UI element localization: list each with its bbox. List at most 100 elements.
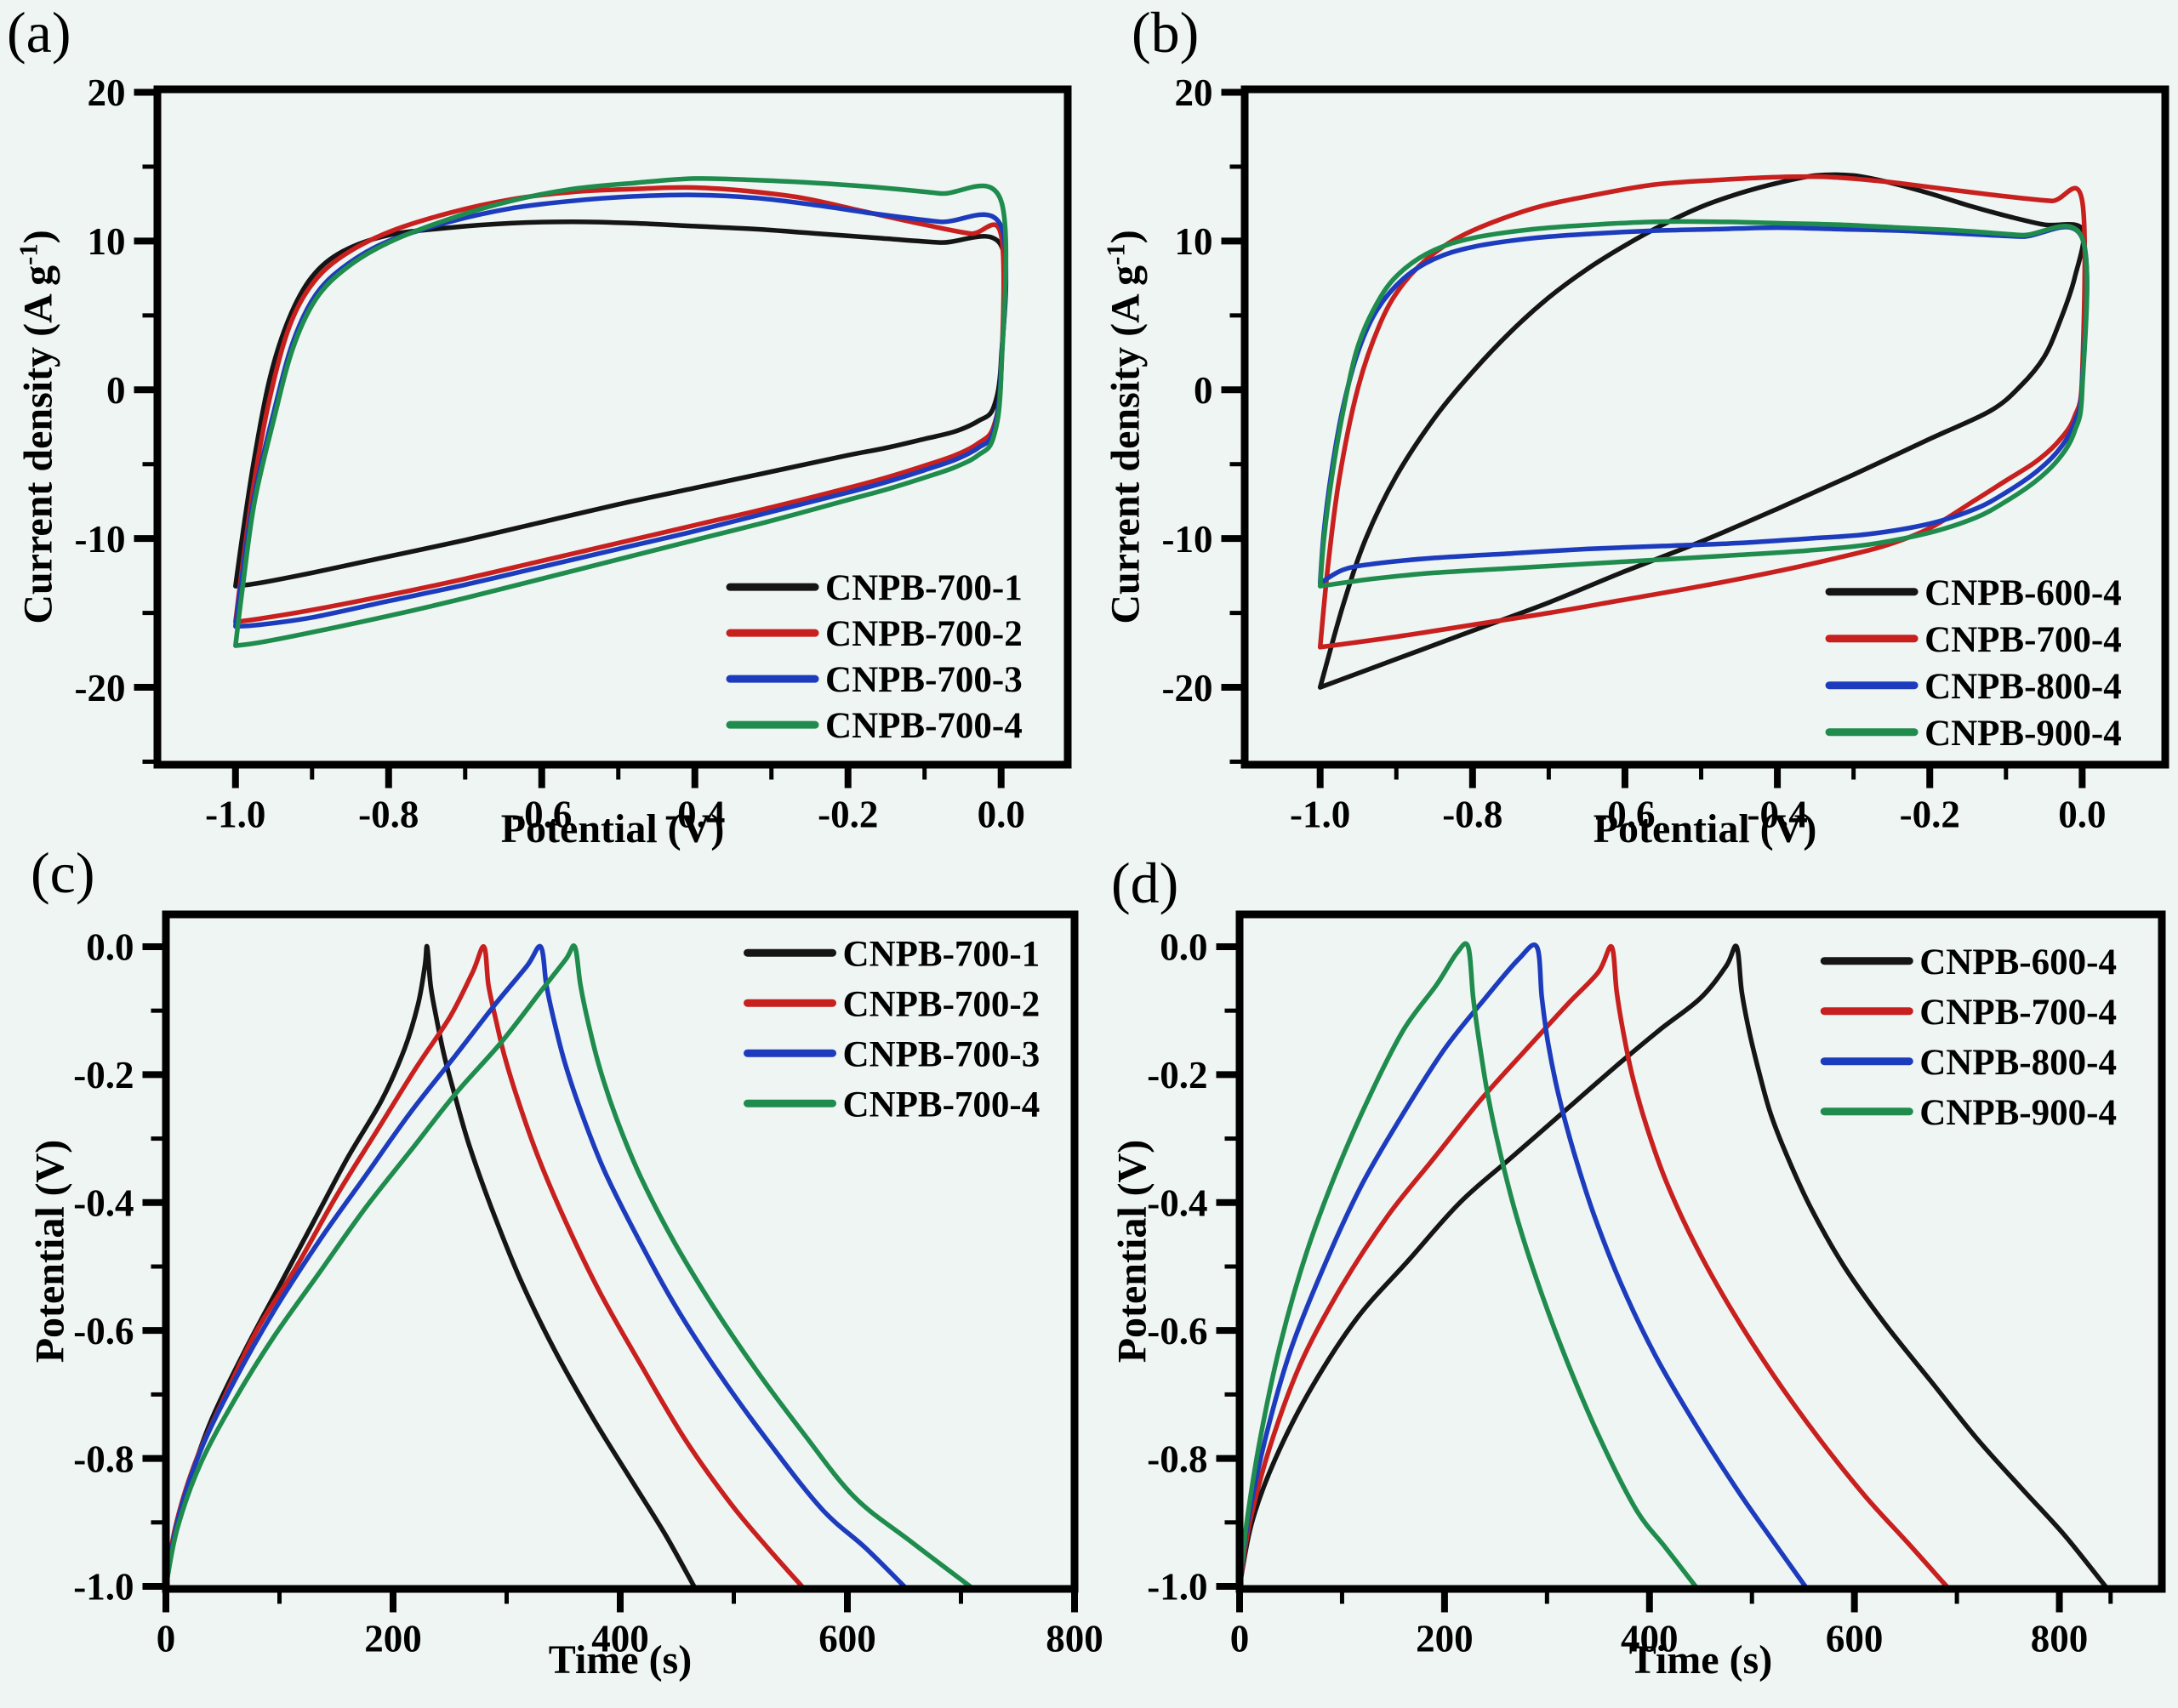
x-tick-label: 200 <box>1416 1618 1474 1660</box>
x-tick-label: -0.2 <box>1900 794 1960 836</box>
y-tick-label: -10 <box>1162 518 1213 561</box>
axis-frame-d <box>1235 910 2166 1593</box>
legend-label-CNPB-700-4: CNPB-700-4 <box>1924 620 2122 660</box>
panel-d-xlabel: Time (s) <box>1628 1637 1773 1682</box>
x-tick-label: 800 <box>2031 1618 2089 1660</box>
y-tick-label: 20 <box>1175 71 1213 114</box>
series-CNPB-700-4 <box>233 176 1009 648</box>
x-tick-label: 0.0 <box>2058 794 2106 836</box>
y-tick-label: 10 <box>88 220 126 263</box>
series-CNPB-900-4 <box>1241 941 1698 1587</box>
x-tick-label: 800 <box>1046 1618 1103 1660</box>
axis-frame-b <box>1240 85 2169 769</box>
y-tick-label: 0.0 <box>1160 926 1207 969</box>
legend-c: CNPB-700-1 CNPB-700-2 CNPB-700-3 CNPB-700-4 <box>744 934 1041 1124</box>
x-tick-label: -1.0 <box>205 794 265 836</box>
series-CNPB-600-4 <box>1241 943 2108 1587</box>
legend-label-CNPB-600-4: CNPB-600-4 <box>1924 573 2122 613</box>
x-tick-label: 400 <box>591 1618 649 1660</box>
legend-label-CNPB-700-4: CNPB-700-4 <box>825 706 1023 746</box>
x-tick-label: -0.8 <box>358 794 419 836</box>
series-CNPB-800-4 <box>1241 942 1808 1587</box>
y-tick-label: -0.8 <box>1147 1438 1207 1480</box>
legend-b: CNPB-600-4 CNPB-700-4 CNPB-800-4 CNPB-900-4 <box>1825 573 2122 754</box>
x-tick-label: -0.4 <box>1747 794 1807 836</box>
x-tick-label: -0.6 <box>511 794 572 836</box>
x-tick-label: -0.2 <box>818 794 878 836</box>
legend-d: CNPB-600-4 CNPB-700-4 CNPB-800-4 CNPB-900-4 <box>1820 942 2117 1133</box>
series-group-d <box>1241 941 2108 1587</box>
series-CNPB-700-3 <box>168 943 907 1587</box>
y-tick-label: 0.0 <box>86 926 134 969</box>
legend-label-CNPB-800-4: CNPB-800-4 <box>1924 667 2122 707</box>
x-tick-label: -0.6 <box>1594 794 1655 836</box>
legend-label-CNPB-700-1: CNPB-700-1 <box>843 934 1041 974</box>
ticks-a: -1.0 -0.8 -0.6 -0.4 -0.2 0.0 20 10 0 -10 -20 <box>75 71 1025 835</box>
panel-b-letter: (b) <box>1132 0 1200 65</box>
panel-c-ylabel: Potential (V) <box>27 1139 73 1364</box>
panel-c: 0 200 400 600 800 0.0 -0.2 -0.4 -0.6 -0.8 -1.0 CNPB… <box>73 910 1103 1660</box>
y-tick-label: -0.6 <box>73 1310 134 1352</box>
legend-label-CNPB-700-1: CNPB-700-1 <box>825 568 1023 608</box>
x-tick-label: 200 <box>364 1618 422 1660</box>
y-tick-label: -0.8 <box>73 1438 134 1480</box>
panel-c-xlabel: Time (s) <box>548 1637 693 1682</box>
series-CNPB-700-2 <box>168 944 805 1587</box>
axis-frame-a <box>153 85 1072 769</box>
y-tick-label: -0.2 <box>1147 1054 1207 1096</box>
y-tick-label: -1.0 <box>1147 1566 1207 1608</box>
legend-label-CNPB-700-4: CNPB-700-4 <box>843 1085 1041 1124</box>
y-tick-label: 20 <box>88 71 126 114</box>
panel-b-ylabel: Current density (A g-1) <box>1101 230 1149 624</box>
x-tick-label: 0.0 <box>978 794 1025 836</box>
x-tick-label: 0 <box>157 1618 176 1660</box>
panel-b: -1.0 -0.8 -0.6 -0.4 -0.2 0.0 20 10 0 -10 -20 CNPB-6… <box>1162 71 2169 836</box>
legend-label-CNPB-600-4: CNPB-600-4 <box>1919 942 2117 982</box>
y-tick-label: 0 <box>1194 369 1213 412</box>
axis-frame-c <box>162 910 1079 1593</box>
series-CNPB-700-2 <box>233 185 1006 624</box>
y-tick-label: -20 <box>75 667 126 709</box>
y-tick-label: -0.6 <box>1147 1310 1207 1352</box>
x-tick-label: 0 <box>1230 1618 1250 1660</box>
series-CNPB-700-4 <box>1241 943 1949 1587</box>
y-tick-label: 0 <box>106 369 126 412</box>
x-tick-label: 600 <box>818 1618 876 1660</box>
y-tick-label: -20 <box>1162 667 1213 709</box>
series-CNPB-900-4 <box>1317 219 2090 589</box>
legend-a: CNPB-700-1 CNPB-700-2 CNPB-700-3 CNPB-700-4 <box>726 568 1023 746</box>
y-tick-label: -0.2 <box>73 1054 134 1096</box>
panel-c-letter: (c) <box>31 840 95 905</box>
x-tick-label: -0.8 <box>1442 794 1502 836</box>
legend-label-CNPB-700-2: CNPB-700-2 <box>843 984 1041 1024</box>
series-CNPB-700-1 <box>233 219 1009 589</box>
ticks-b: -1.0 -0.8 -0.6 -0.4 -0.2 0.0 20 10 0 -10 -20 <box>1162 71 2107 835</box>
ticks-c: 0 200 400 600 800 0.0 -0.2 -0.4 -0.6 -0.8 -1.0 <box>73 926 1103 1660</box>
panel-b-xlabel: Potential (V) <box>1593 806 1817 851</box>
x-tick-label: -1.0 <box>1290 794 1350 836</box>
y-tick-label: 10 <box>1175 220 1213 263</box>
panel-d-letter: (d) <box>1111 851 1179 915</box>
superscript: -1 <box>14 243 43 265</box>
y-tick-label: -10 <box>75 518 126 561</box>
legend-label-CNPB-700-4: CNPB-700-4 <box>1919 993 2117 1033</box>
legend-label-CNPB-800-4: CNPB-800-4 <box>1919 1043 2117 1083</box>
superscript: -1 <box>1101 243 1131 265</box>
series-CNPB-700-1 <box>168 943 697 1587</box>
panel-d: 0 200 400 600 800 0.0 -0.2 -0.4 -0.6 -0.8 -1.0 CNPB… <box>1147 910 2166 1660</box>
x-tick-label: 600 <box>1826 1618 1884 1660</box>
panel-a-letter: (a) <box>7 0 71 65</box>
series-CNPB-600-4 <box>1317 172 2086 690</box>
series-group-a <box>233 176 1009 648</box>
panel-a: -1.0 -0.8 -0.6 -0.4 -0.2 0.0 20 10 0 -10 -20 CNPB-7… <box>75 71 1072 836</box>
legend-label-CNPB-700-3: CNPB-700-3 <box>825 660 1023 700</box>
y-tick-label: -0.4 <box>1147 1182 1207 1225</box>
series-group-b <box>1317 172 2090 690</box>
legend-label-CNPB-900-4: CNPB-900-4 <box>1924 714 2122 754</box>
legend-label-CNPB-700-2: CNPB-700-2 <box>825 614 1023 654</box>
series-CNPB-800-4 <box>1317 225 2090 586</box>
x-tick-label: -0.4 <box>664 794 725 836</box>
legend-label-CNPB-700-3: CNPB-700-3 <box>843 1034 1041 1074</box>
series-group-c <box>168 943 972 1587</box>
